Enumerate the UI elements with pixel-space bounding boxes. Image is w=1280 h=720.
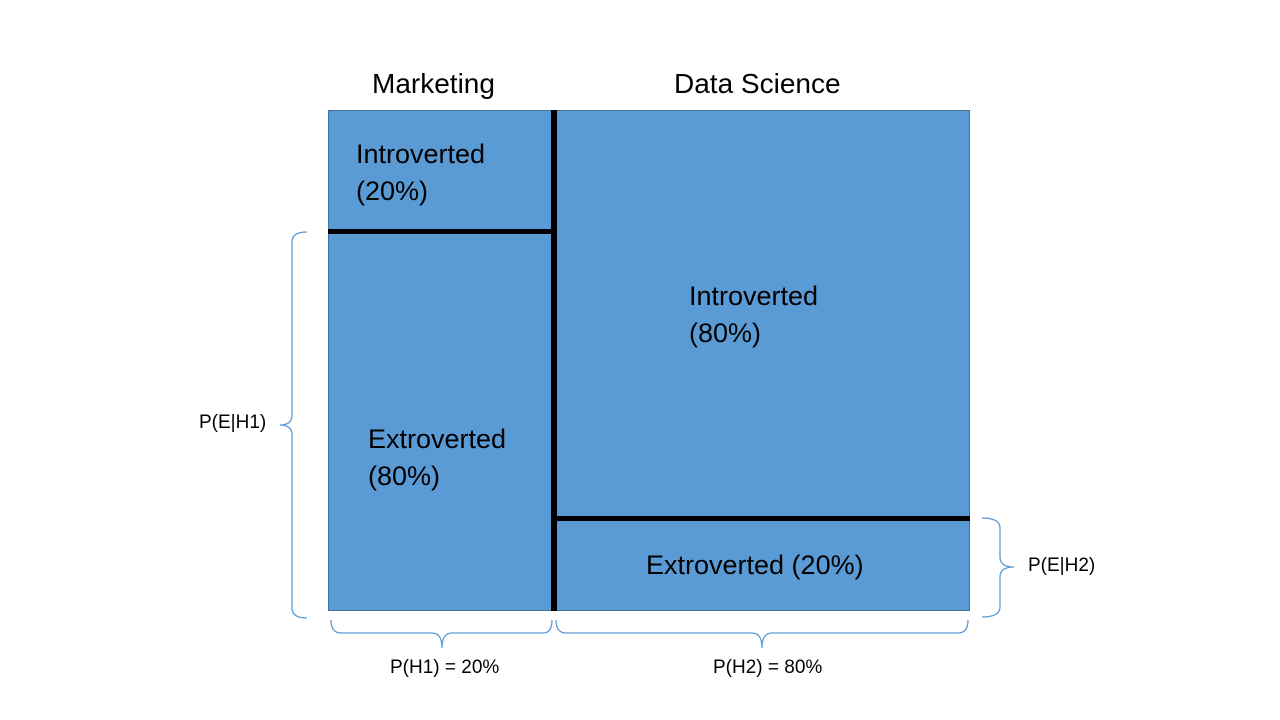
data-science-horizontal-divider <box>554 516 970 521</box>
vertical-divider <box>551 110 557 611</box>
data-science-column-header: Data Science <box>674 68 841 99</box>
data-science-extroverted-label: Extroverted (20%) <box>646 550 864 580</box>
p-h2-label: P(H2) = 80% <box>713 657 823 678</box>
p-e-h1-brace <box>279 231 308 619</box>
marketing-extroverted-label: Extroverted <box>368 424 507 454</box>
p-h2-brace <box>555 619 969 649</box>
p-h1-brace <box>330 619 553 649</box>
marketing-horizontal-divider <box>328 229 554 234</box>
marketing-column-header: Marketing <box>372 68 495 99</box>
marketing-introverted-cell <box>328 110 554 231</box>
marketing-extroverted-text: Extroverted (80%) <box>368 421 506 495</box>
data-science-introverted-pct: (80%) <box>689 318 762 348</box>
marketing-extroverted-pct: (80%) <box>368 461 441 491</box>
data-science-extroverted-text: Extroverted (20%) <box>646 547 864 584</box>
marketing-introverted-pct: (20%) <box>356 176 429 206</box>
p-h1-label: P(H1) = 20% <box>390 657 500 678</box>
marketing-introverted-label: Introverted <box>356 139 486 169</box>
p-e-h2-label: P(E|H2) <box>1028 555 1096 576</box>
p-e-h1-label: P(E|H1) <box>199 412 267 433</box>
data-science-extroverted-cell <box>554 519 970 611</box>
data-science-introverted-label: Introverted <box>689 281 819 311</box>
p-e-h2-brace <box>981 517 1015 618</box>
data-science-introverted-text: Introverted (80%) <box>689 278 818 352</box>
marketing-introverted-text: Introverted (20%) <box>356 136 485 210</box>
data-science-introverted-cell <box>554 110 970 519</box>
